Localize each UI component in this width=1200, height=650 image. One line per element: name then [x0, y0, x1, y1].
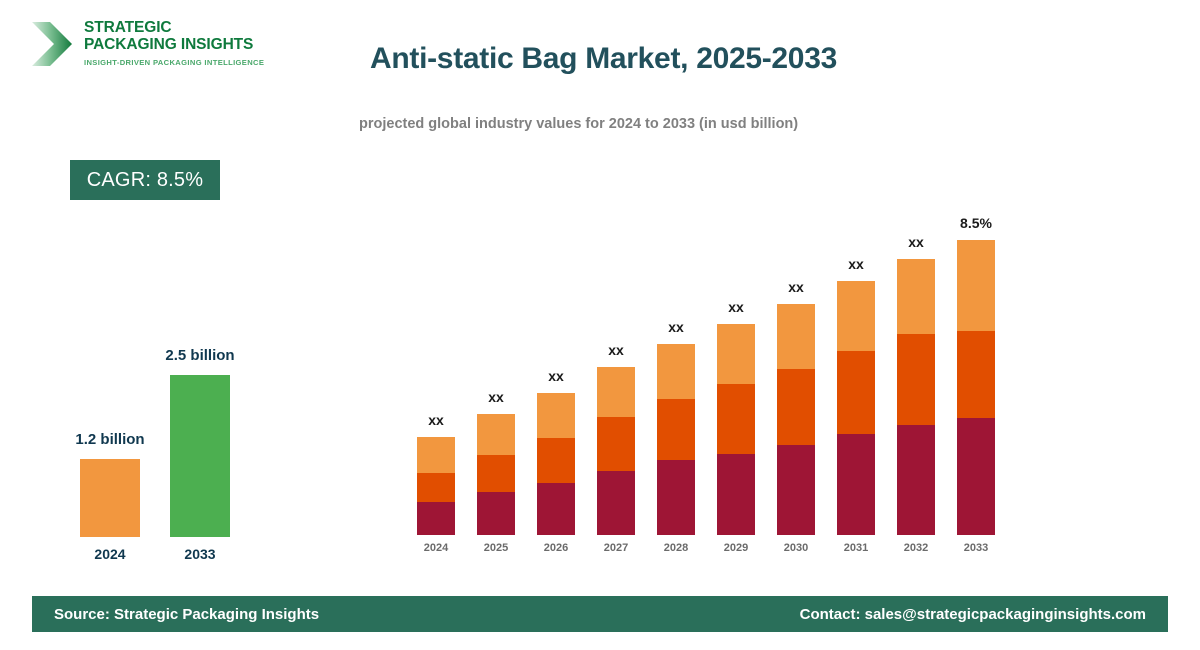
brand-logo: STRATEGIC PACKAGING INSIGHTS INSIGHT-DRI… [30, 16, 264, 72]
stacked-bar-2025 [477, 414, 515, 535]
category-label-2027: 2027 [603, 542, 629, 554]
stacked-bar-2033 [957, 240, 995, 535]
bar-segment-segment-middle-2027 [597, 417, 635, 471]
brand-name-line2: PACKAGING INSIGHTS [84, 35, 254, 53]
bar-segment-segment-bottom-2032 [897, 425, 935, 535]
bar-value-label-2028: xx [668, 319, 684, 335]
bar-segment-segment-top-2026 [537, 393, 575, 438]
category-label-2032: 2032 [903, 542, 929, 554]
footer-source: Source: Strategic Packaging Insights [54, 605, 320, 623]
bar-segment-segment-middle-2032 [897, 334, 935, 425]
bar-value-label-2029: xx [728, 299, 744, 315]
category-label-2026: 2026 [543, 542, 569, 554]
bar-segment-segment-top-2029 [717, 324, 755, 384]
category-label-2033: 2033 [184, 546, 216, 562]
category-label-2024: 2024 [94, 546, 126, 562]
bar-segment-segment-top-2024 [417, 437, 455, 473]
bar-segment-segment-top-2030 [777, 304, 815, 369]
stacked-bar-2027 [597, 367, 635, 535]
brand-name-line1: STRATEGIC [84, 19, 172, 36]
bar-segment-segment-top-2027 [597, 367, 635, 417]
bar-segment-segment-middle-2024 [417, 473, 455, 502]
stacked-bar-2032 [897, 259, 935, 535]
chart-title: Anti-static Bag Market, 2025-2033 [370, 42, 837, 75]
stacked-bar-2031 [837, 281, 875, 535]
bar-segment-segment-top-2031 [837, 281, 875, 351]
bar-segment-segment-middle-2025 [477, 455, 515, 492]
bar-segment-segment-bottom-2028 [657, 460, 695, 535]
bar-value-label-2027: xx [608, 342, 624, 358]
bar-value-label-2031: xx [848, 256, 864, 272]
brand-wordmark: STRATEGIC PACKAGING INSIGHTS INSIGHT-DRI… [84, 16, 264, 67]
brand-tagline: INSIGHT-DRIVEN PACKAGING INTELLIGENCE [84, 58, 265, 67]
bar-segment-segment-bottom-2025 [477, 492, 515, 535]
bar-segment-segment-top-2025 [477, 414, 515, 455]
bar-segment-segment-bottom-2033 [957, 418, 995, 535]
bar-segment-segment-middle-2031 [837, 351, 875, 434]
cagr-badge: CAGR: 8.5% [70, 160, 220, 200]
footer-bar: Source: Strategic Packaging Insights Con… [32, 596, 1168, 632]
bar-segment-segment-top-2028 [657, 344, 695, 399]
stacked-bar-2029 [717, 324, 755, 535]
bar-segment-segment-bottom-2030 [777, 445, 815, 535]
bar-value-label-2030: xx [788, 279, 804, 295]
bar-value-label-2033: 8.5% [960, 215, 992, 231]
footer-contact: Contact: sales@strategicpackaginginsight… [799, 605, 1146, 623]
bar-value-label-2025: xx [488, 389, 504, 405]
endpoint-comparison-chart: 1.2 billion 2024 2.5 billion 2033 [0, 0, 330, 650]
bar-segment-segment-bottom-2031 [837, 434, 875, 535]
bar-value-label-2024: 1.2 billion [75, 431, 145, 448]
bar-value-label-2026: xx [548, 368, 564, 384]
bar-segment-segment-middle-2030 [777, 369, 815, 445]
stacked-bar-2024 [417, 437, 455, 535]
bar-value-label-2032: xx [908, 234, 924, 250]
bar-segment-segment-bottom-2026 [537, 483, 575, 535]
bar-segment-segment-bottom-2024 [417, 502, 455, 535]
bar-2024 [80, 459, 140, 537]
bar-segment-segment-middle-2033 [957, 331, 995, 418]
bar-2033 [170, 375, 230, 537]
stacked-forecast-chart: xx 2024 xx 2025 xx 2026 xx 2027 xx 2028 xx 2029 xx 20… [410, 0, 1030, 650]
bar-segment-segment-middle-2026 [537, 438, 575, 483]
category-label-2030: 2030 [783, 542, 809, 554]
category-label-2029: 2029 [723, 542, 749, 554]
bar-segment-segment-bottom-2029 [717, 454, 755, 535]
green-chevron-icon [32, 22, 72, 66]
bar-segment-segment-top-2032 [897, 259, 935, 334]
stacked-bar-2030 [777, 304, 815, 535]
stacked-bar-2028 [657, 344, 695, 535]
chart-subtitle: projected global industry values for 202… [359, 116, 799, 132]
bar-value-label-2033: 2.5 billion [165, 347, 235, 364]
bar-segment-segment-top-2033 [957, 240, 995, 331]
category-label-2033: 2033 [963, 542, 989, 554]
bar-segment-segment-bottom-2027 [597, 471, 635, 535]
category-label-2031: 2031 [843, 542, 869, 554]
bar-segment-segment-middle-2029 [717, 384, 755, 454]
bar-value-label-2024: xx [428, 412, 444, 428]
stacked-bar-2026 [537, 393, 575, 535]
category-label-2028: 2028 [663, 542, 689, 554]
category-label-2025: 2025 [483, 542, 509, 554]
bar-segment-segment-middle-2028 [657, 399, 695, 460]
category-label-2024: 2024 [423, 542, 449, 554]
